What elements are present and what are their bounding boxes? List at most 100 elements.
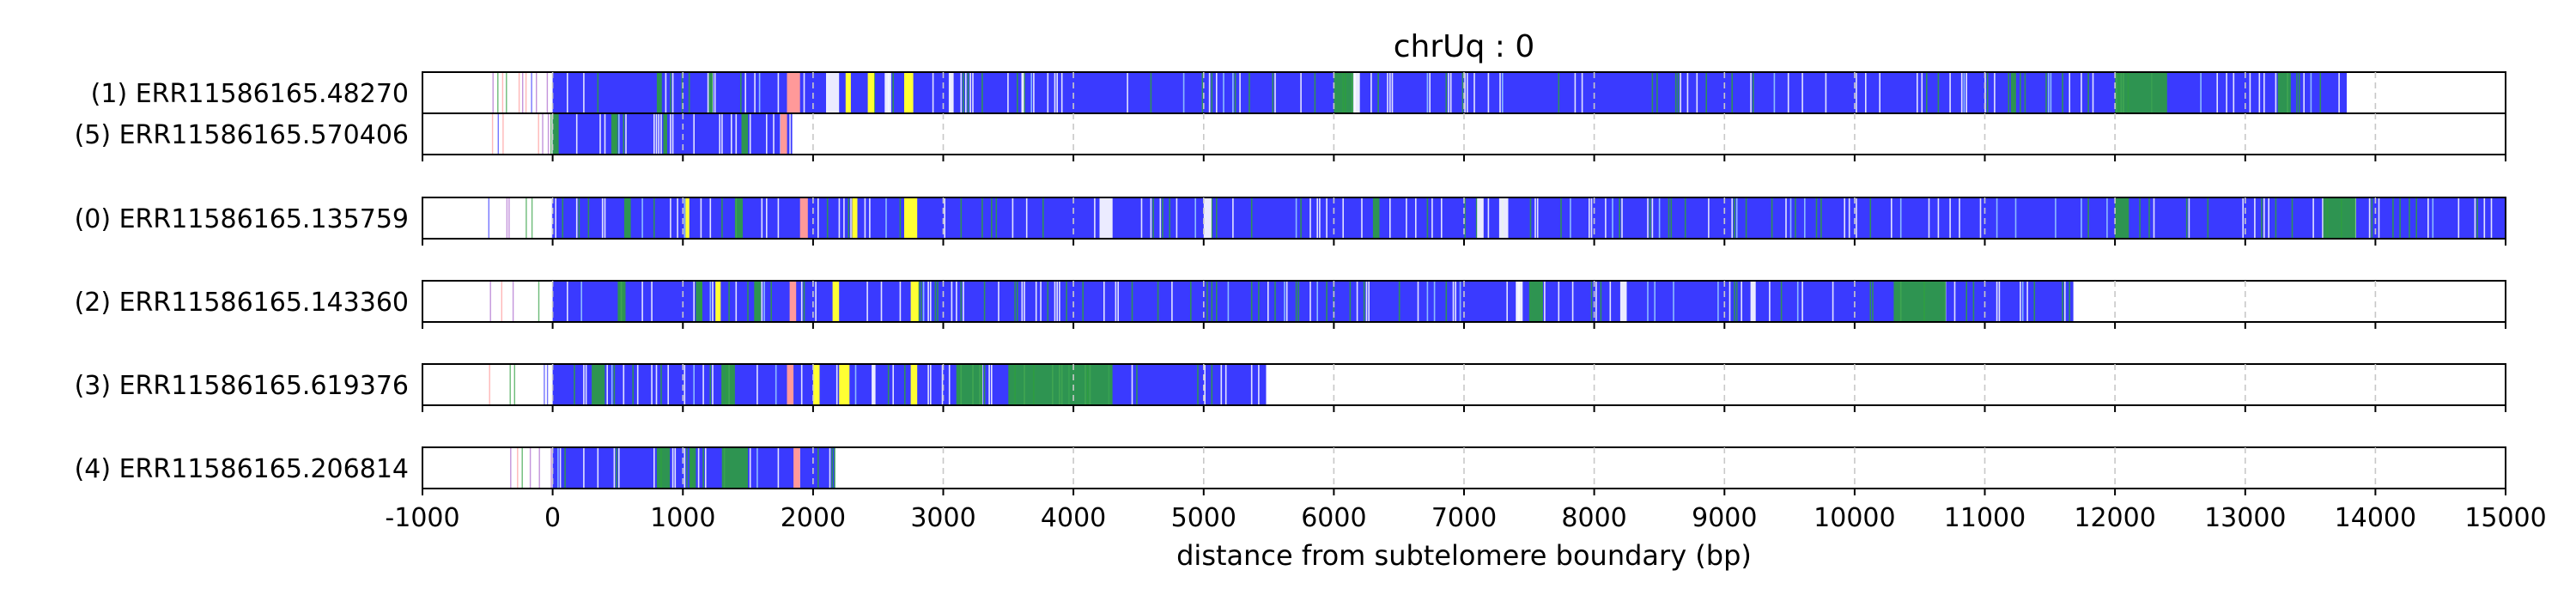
x-tick-label: 8000 — [1561, 503, 1626, 533]
texture-mark — [1921, 72, 1923, 113]
texture-mark — [766, 113, 768, 155]
pre-boundary-mark — [491, 113, 494, 155]
texture-mark — [948, 364, 951, 405]
texture-mark — [2207, 197, 2209, 239]
x-tick-label: 12000 — [2074, 503, 2155, 533]
texture-mark — [899, 197, 902, 239]
green-band — [656, 72, 661, 113]
texture-mark — [761, 281, 763, 322]
texture-mark — [829, 447, 831, 489]
texture-mark — [562, 197, 564, 239]
texture-mark — [683, 197, 686, 239]
panel-1: (0) ERR11586165.135759 — [75, 197, 2506, 246]
texture-mark — [1232, 72, 1234, 113]
texture-mark — [815, 281, 817, 322]
texture-mark — [1953, 281, 1956, 322]
texture-mark — [1949, 197, 1951, 239]
x-tick-label: 13000 — [2204, 503, 2286, 533]
texture-mark — [1801, 281, 1803, 322]
texture-mark — [683, 364, 686, 405]
texture-mark — [2087, 197, 2089, 239]
panel-2: (2) ERR11586165.143360 — [75, 280, 2506, 329]
texture-mark — [2427, 197, 2429, 239]
texture-mark — [749, 447, 751, 489]
white-band — [1619, 281, 1627, 322]
texture-mark — [707, 72, 709, 113]
texture-mark — [1735, 197, 1738, 239]
texture-mark — [709, 281, 712, 322]
texture-mark — [623, 113, 625, 155]
read-label: (5) ERR11586165.570406 — [75, 120, 409, 150]
texture-mark — [1815, 197, 1818, 239]
texture-mark — [983, 281, 986, 322]
texture-mark — [1017, 72, 1018, 113]
texture-mark — [747, 281, 749, 322]
texture-mark — [1590, 197, 1593, 239]
texture-mark — [1937, 197, 1940, 239]
texture-mark — [817, 447, 819, 489]
texture-mark — [2148, 197, 2150, 239]
texture-mark — [1529, 197, 1532, 239]
green-band — [721, 364, 735, 405]
texture-mark — [611, 364, 613, 405]
texture-mark — [1208, 72, 1211, 113]
pre-boundary-mark — [550, 113, 552, 155]
texture-mark — [1406, 197, 1407, 239]
texture-mark — [1872, 281, 1874, 322]
texture-mark — [660, 364, 662, 405]
texture-mark — [1042, 197, 1044, 239]
texture-mark — [587, 197, 590, 239]
texture-mark — [1314, 72, 1316, 113]
texture-mark — [803, 72, 805, 113]
texture-mark — [1309, 197, 1311, 239]
x-tick-label: 10000 — [1814, 503, 1895, 533]
texture-mark — [641, 197, 643, 239]
texture-mark — [1211, 281, 1213, 322]
texture-mark — [1544, 281, 1546, 322]
texture-mark — [567, 281, 568, 322]
texture-mark — [1250, 281, 1253, 322]
texture-mark — [1461, 72, 1464, 113]
texture-mark — [555, 197, 556, 239]
texture-mark — [777, 72, 780, 113]
texture-mark — [1848, 197, 1850, 239]
texture-mark — [1499, 72, 1501, 113]
texture-mark — [1190, 281, 1192, 322]
x-axis: -1000 0 1000 2000 3000 4000 5000 6000 7000 8000 90… — [385, 503, 2546, 533]
texture-mark — [1590, 281, 1593, 322]
yellow-band — [910, 281, 919, 322]
texture-mark — [1448, 72, 1449, 113]
texture-mark — [1677, 72, 1680, 113]
white-band — [1477, 197, 1484, 239]
texture-mark — [918, 281, 920, 322]
texture-mark — [670, 197, 671, 239]
texture-mark — [831, 447, 833, 489]
texture-mark — [2020, 281, 2021, 322]
texture-mark — [1856, 197, 1857, 239]
texture-mark — [655, 364, 658, 405]
texture-mark — [1030, 72, 1032, 113]
texture-mark — [1342, 197, 1344, 239]
texture-mark — [712, 281, 714, 322]
pink-band — [781, 113, 787, 155]
texture-mark — [1131, 281, 1133, 322]
pre-boundary-mark — [497, 113, 499, 155]
texture-mark — [1162, 197, 1163, 239]
texture-mark — [2371, 197, 2373, 239]
texture-mark — [714, 72, 716, 113]
green-band — [721, 447, 748, 489]
texture-mark — [1899, 197, 1902, 239]
green-band — [1008, 364, 1113, 405]
texture-mark — [1647, 197, 1649, 239]
texture-mark — [1651, 197, 1654, 239]
texture-mark — [2064, 281, 2066, 322]
texture-mark — [1258, 281, 1260, 322]
texture-mark — [731, 113, 732, 155]
texture-mark — [1647, 281, 1649, 322]
texture-mark — [1865, 72, 1867, 113]
texture-mark — [850, 197, 852, 239]
texture-mark — [2275, 72, 2277, 113]
pre-boundary-mark — [550, 447, 552, 489]
texture-mark — [2092, 72, 2094, 113]
